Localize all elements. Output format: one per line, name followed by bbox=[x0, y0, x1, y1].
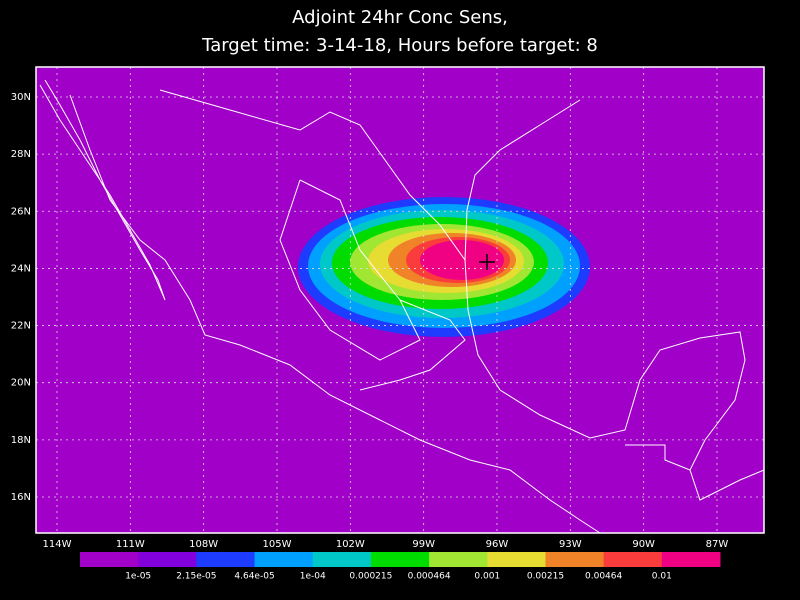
colorbar-box bbox=[545, 552, 605, 567]
border bbox=[359, 299, 466, 391]
graticule: 30N 28N 26N 24N 22N 20N 18N 16N 114W 111W 108W 105W… bbox=[11, 67, 764, 550]
lat-label: 28N bbox=[11, 149, 31, 160]
colorbar-label: 0.000464 bbox=[408, 572, 451, 582]
lon-label: 102W bbox=[336, 539, 365, 550]
lon-label: 90W bbox=[632, 539, 655, 550]
map-frame bbox=[35, 66, 765, 534]
coastline bbox=[69, 94, 601, 534]
lat-label: 20N bbox=[11, 378, 31, 389]
colorbar-box bbox=[429, 552, 488, 567]
border bbox=[159, 89, 466, 261]
lat-label: 22N bbox=[11, 321, 31, 332]
lon-label: 93W bbox=[559, 539, 582, 550]
colorbar-box bbox=[487, 552, 546, 567]
colorbar-label: 0.00464 bbox=[585, 572, 622, 582]
colorbar-label: 0.01 bbox=[652, 572, 672, 582]
colorbar: 1e-05 2.15e-05 4.64e-05 1e-04 0.000215 0.0004… bbox=[80, 552, 721, 582]
colorbar-box bbox=[370, 552, 430, 567]
lon-label: 108W bbox=[189, 539, 218, 550]
border bbox=[625, 444, 691, 471]
colorbar-label: 0.001 bbox=[474, 572, 500, 582]
colorbar-box bbox=[138, 552, 197, 567]
lat-label: 24N bbox=[11, 263, 31, 274]
title-line: Target time: 3-14-18, Hours before targe… bbox=[201, 35, 598, 56]
colorbar-label: 0.00215 bbox=[527, 572, 564, 582]
lon-label: 114W bbox=[43, 539, 72, 550]
lon-label: 99W bbox=[412, 539, 435, 550]
lon-label: 87W bbox=[706, 539, 729, 550]
sensitivity-field bbox=[298, 197, 590, 337]
colorbar-box bbox=[661, 552, 721, 567]
lon-label: 96W bbox=[486, 539, 509, 550]
coastline bbox=[464, 99, 765, 501]
colorbar-label: 0.000215 bbox=[349, 572, 392, 582]
colorbar-label: 1e-05 bbox=[125, 572, 151, 582]
title-line: Adjoint 24hr Conc Sens, bbox=[292, 7, 508, 28]
colorbar-box bbox=[603, 552, 663, 567]
coastline bbox=[39, 79, 166, 301]
colorbar-label: 4.64e-05 bbox=[234, 572, 274, 582]
colorbar-box bbox=[80, 552, 139, 567]
lat-label: 16N bbox=[11, 492, 31, 503]
colorbar-box bbox=[312, 552, 372, 567]
lon-label: 111W bbox=[116, 539, 145, 550]
coastlines bbox=[39, 79, 765, 534]
colorbar-box bbox=[196, 552, 256, 567]
contour-band bbox=[420, 240, 504, 280]
colorbar-label: 1e-04 bbox=[300, 572, 326, 582]
colorbar-box bbox=[254, 552, 314, 567]
lat-label: 30N bbox=[11, 92, 31, 103]
lat-label: 18N bbox=[11, 435, 31, 446]
lon-label: 105W bbox=[263, 539, 292, 550]
colorbar-label: 2.15e-05 bbox=[176, 572, 216, 582]
border bbox=[279, 179, 421, 361]
lat-label: 26N bbox=[11, 206, 31, 217]
target-marker bbox=[479, 254, 495, 270]
